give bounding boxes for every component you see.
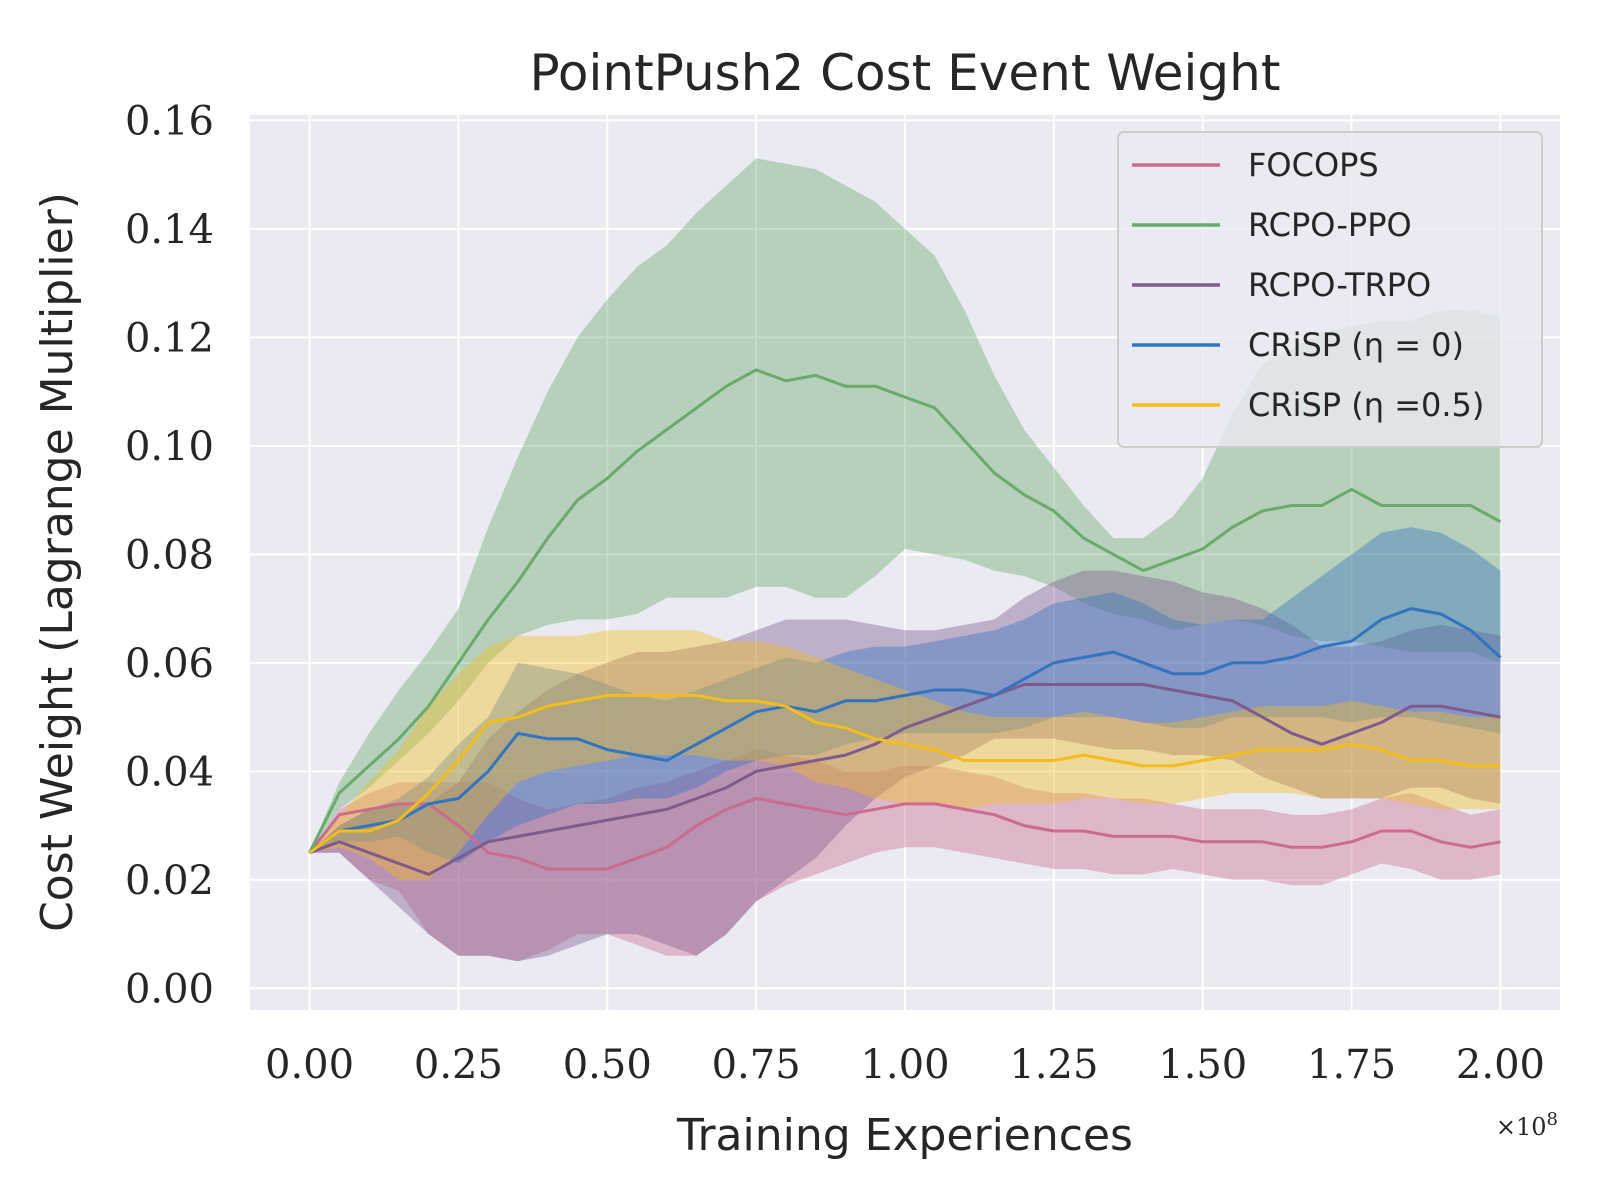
x-tick-label: 0.25 [414,1042,503,1088]
line-series-0 [308,797,1501,871]
y-tick-label: 0.08 [125,532,214,578]
y-tick-label: 0.12 [125,315,214,361]
x-tick-label: 0.75 [712,1042,801,1088]
x-tick-label: 2.00 [1456,1042,1545,1088]
y-tick-label: 0.10 [125,424,214,470]
y-tick-label: 0.04 [125,749,214,795]
legend-label: RCPO-TRPO [1248,266,1431,304]
line-series-4 [308,693,1501,854]
x-axis-label: Training Experiences [676,1110,1133,1161]
legend-label: CRiSP (η = 0) [1248,326,1464,364]
band-series-1 [309,158,1501,853]
x-tick-label: 1.00 [860,1042,949,1088]
x-tick-labels: 0.00 0.25 0.50 0.75 1.00 1.25 1.50 1.75 2.00 [265,1042,1545,1088]
legend-frame [1117,131,1543,448]
legend-label: RCPO-PPO [1248,206,1412,244]
x-axis-offset-base: ×10 [1496,1113,1547,1141]
line-series-1 [308,368,1502,854]
y-tick-label: 0.14 [125,207,214,253]
band-series-2 [309,570,1501,962]
legend-label: CRiSP (η =0.5) [1248,386,1484,424]
x-tick-label: 1.25 [1009,1042,1098,1088]
legend: FOCOPS RCPO-PPO RCPO-TRPO CRiSP (η = 0) CRiS… [1117,131,1543,448]
x-axis-offset-label: ×108 [1496,1109,1558,1141]
y-tick-label: 0.06 [125,641,214,687]
y-axis-label: Cost Weight (Lagrange Multiplier) [32,192,83,932]
x-axis-offset-exponent: 8 [1547,1109,1558,1130]
x-tick-label: 0.00 [265,1042,354,1088]
line-series-2 [308,683,1501,876]
y-tick-labels: 0.00 0.02 0.04 0.06 0.08 0.10 0.12 0.14 0.16 [125,98,214,1012]
y-tick-label: 0.02 [125,858,214,904]
x-tick-label: 0.50 [563,1042,652,1088]
line-series-3 [308,607,1502,854]
y-tick-label: 0.00 [125,966,214,1012]
band-series-4 [309,630,1501,880]
chart-title: PointPush2 Cost Event Weight [530,44,1281,102]
y-tick-label: 0.16 [125,98,214,144]
series-lines [308,368,1502,876]
band-series-0 [309,749,1501,962]
legend-items: FOCOPS RCPO-PPO RCPO-TRPO CRiSP (η = 0) CRiS… [1132,146,1484,424]
legend-label: FOCOPS [1248,146,1379,184]
x-tick-label: 1.75 [1307,1042,1396,1088]
x-tick-label: 1.50 [1158,1042,1247,1088]
